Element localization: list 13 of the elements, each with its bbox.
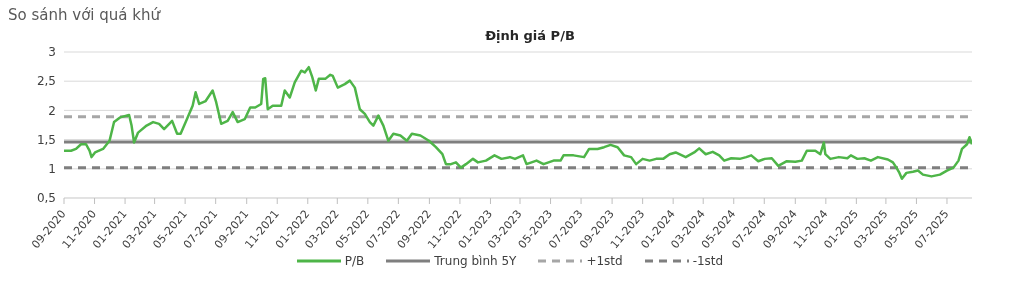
y-tick-label: 3 xyxy=(48,45,56,60)
chart-title: Định giá P/B xyxy=(484,28,576,44)
y-tick-label: 1,5 xyxy=(36,132,56,147)
legend-label: P/B xyxy=(344,254,365,268)
legend-label: -1std xyxy=(692,254,724,268)
legend-label: Trung bình 5Y xyxy=(434,254,517,268)
legend-label: +1std xyxy=(586,254,623,268)
y-tick-label: 1 xyxy=(48,162,56,177)
y-tick-label: 2 xyxy=(48,103,56,118)
y-tick-label: 2,5 xyxy=(36,74,56,89)
y-tick-label: 0,5 xyxy=(36,191,56,206)
chart-subtitle: So sánh với quá khứ xyxy=(8,6,162,26)
line-series xyxy=(64,65,972,180)
